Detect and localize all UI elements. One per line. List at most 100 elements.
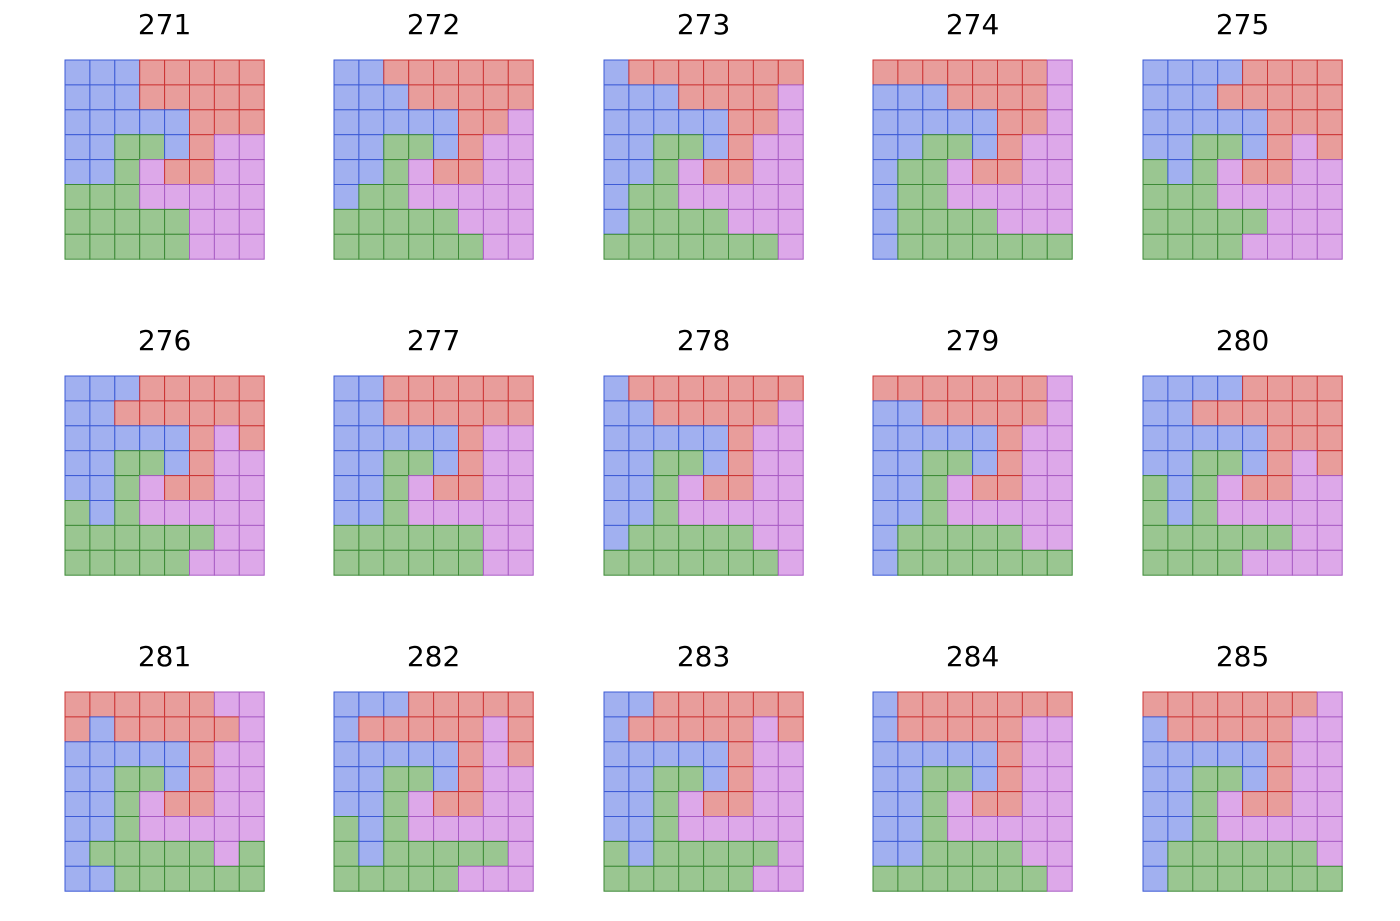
grid-cell	[1291, 691, 1318, 718]
grid-cell	[777, 524, 804, 551]
grid-cell	[482, 425, 509, 452]
grid-cell	[139, 184, 166, 210]
grid-cell	[703, 84, 729, 111]
grid-cell	[1291, 450, 1318, 477]
grid-cell	[238, 425, 265, 452]
grid-cell	[64, 134, 91, 161]
grid-cell	[164, 500, 191, 526]
grid-cell	[603, 741, 630, 768]
grid-cell	[238, 741, 265, 768]
grid-cell	[433, 500, 460, 526]
grid-cell	[333, 475, 360, 502]
grid-cell	[408, 549, 435, 576]
grid-cell	[114, 400, 141, 427]
panel-title: 282	[407, 640, 460, 673]
grid-cell	[703, 716, 729, 743]
grid-cell	[947, 375, 974, 402]
grid-cell	[872, 716, 899, 743]
grid-cell	[1267, 475, 1293, 502]
grid-cell	[458, 425, 484, 452]
grid-cell	[922, 500, 949, 526]
grid-cell	[139, 549, 166, 576]
grid-cell	[358, 84, 385, 111]
grid-cell	[139, 691, 166, 718]
grid-cell	[1021, 134, 1048, 161]
grid-cell	[358, 450, 385, 477]
grid-cell	[947, 184, 974, 210]
grid-cell	[1021, 375, 1048, 402]
grid-cell	[628, 865, 655, 892]
grid-cell	[213, 208, 240, 235]
grid-cell	[139, 766, 166, 793]
grid-cell	[777, 840, 804, 867]
grid-cell	[383, 840, 410, 867]
grid-cell	[114, 816, 141, 842]
grid-cell	[89, 400, 116, 427]
grid-cell	[1217, 865, 1244, 892]
grid-cell	[64, 400, 91, 427]
grid-cell	[752, 816, 779, 842]
grid-cell	[64, 691, 91, 718]
grid-cell	[1192, 524, 1219, 551]
grid-cell	[1242, 691, 1268, 718]
grid-cell	[603, 109, 630, 136]
grid-cell	[1021, 741, 1048, 768]
grid-cell	[1167, 524, 1194, 551]
grid-cell	[114, 208, 141, 235]
grid-cell	[238, 840, 265, 867]
grid-cell	[383, 109, 410, 136]
grid-cell	[1291, 84, 1318, 111]
grid-cell	[997, 233, 1023, 260]
grid-cell	[482, 791, 509, 817]
grid-cell	[972, 741, 998, 768]
grid-cell	[678, 549, 705, 576]
grid-cell	[1046, 400, 1073, 427]
grid-cell	[358, 500, 385, 526]
grid-cell	[164, 716, 191, 743]
grid-cell	[64, 233, 91, 260]
grid-cell	[1021, 766, 1048, 793]
grid-cell	[872, 524, 899, 551]
grid-cell	[972, 524, 998, 551]
grid-cell	[872, 134, 899, 161]
grid-cell	[114, 791, 141, 817]
grid-cell	[482, 84, 509, 111]
puzzle-panel-277: 277	[333, 324, 534, 576]
grid-cell	[947, 109, 974, 136]
grid-cell	[1242, 816, 1268, 842]
grid-cell	[1192, 159, 1219, 186]
grid-cell	[777, 184, 804, 210]
grid-cell	[383, 549, 410, 576]
grid-cell	[1046, 84, 1073, 111]
grid-cell	[1217, 741, 1244, 768]
grid-cell	[238, 450, 265, 477]
grid-cell	[922, 791, 949, 817]
grid-cell	[433, 840, 460, 867]
grid-cell	[728, 766, 754, 793]
grid-cell	[358, 134, 385, 161]
grid-cell	[922, 159, 949, 186]
grid-cell	[728, 233, 754, 260]
grid-cell	[628, 233, 655, 260]
grid-cell	[1267, 134, 1293, 161]
grid-cell	[972, 400, 998, 427]
grid-cell	[922, 741, 949, 768]
grid-cell	[1291, 741, 1318, 768]
grid-cell	[653, 109, 680, 136]
grid-cell	[1192, 840, 1219, 867]
grid-cell	[728, 84, 754, 111]
grid-cell	[408, 59, 435, 86]
grid-cell	[89, 865, 116, 892]
grid-cell	[752, 109, 779, 136]
grid-cell	[1316, 791, 1343, 817]
grid-cell	[777, 109, 804, 136]
grid-cell	[653, 400, 680, 427]
grid-cell	[1291, 524, 1318, 551]
grid-cell	[482, 500, 509, 526]
grid-cell	[1046, 184, 1073, 210]
grid-cell	[358, 109, 385, 136]
grid-cell	[64, 716, 91, 743]
grid-cell	[997, 549, 1023, 576]
grid-cell	[383, 741, 410, 768]
grid-cell	[728, 475, 754, 502]
